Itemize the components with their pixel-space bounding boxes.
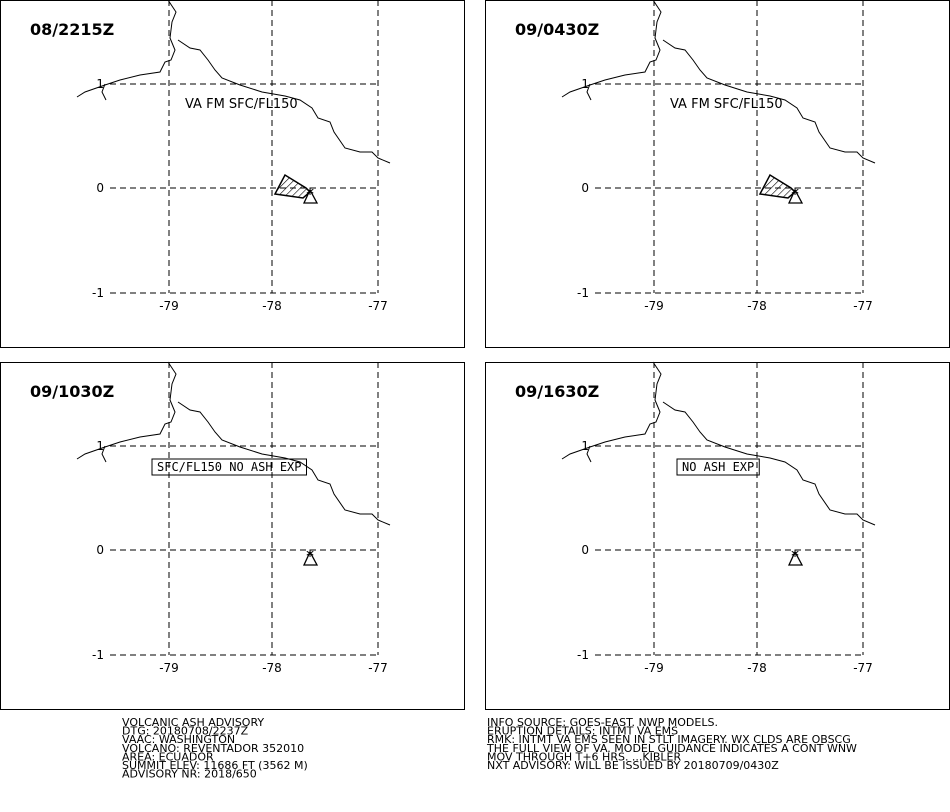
valid-time: 09/1030Z [30,382,114,401]
coastline [101,83,107,101]
lat-label: 0 [581,543,589,557]
annotation: VA FM SFC/FL150 [670,97,783,112]
advisory-line: RMK: INTMT VA EMS SEEN IN STLT IMAGERY. … [487,733,851,746]
coastline [76,361,177,460]
valid-time: 08/2215Z [30,20,114,39]
coastline [586,445,592,463]
lat-label: 1 [581,439,589,453]
volcano-marker: ∗ [790,546,800,560]
ash-area [758,173,797,199]
lon-label: -78 [747,661,767,675]
lat-label: -1 [92,648,104,662]
lat-label: 1 [96,439,104,453]
annotation: NO ASH EXP [682,460,754,474]
volcano [787,188,804,204]
volcano [302,188,319,204]
lon-label: -77 [853,299,873,313]
volcano [787,550,804,566]
lat-label: -1 [577,286,589,300]
valid-time: 09/0430Z [515,20,599,39]
advisory-line: AREA: ECUADOR [122,750,214,763]
lat-label: 0 [581,181,589,195]
map-panel: 1 0 -1 -79 -78 -77 ∗ 09/1030Z SFC/FL150 NO ASH E… [0,361,465,710]
lon-label: -79 [644,299,664,313]
advisory-line: DTG: 20180708/2237Z [122,725,249,738]
lon-label: -77 [368,299,388,313]
lon-label: -78 [262,299,282,313]
volcano-marker: ∗ [305,546,315,560]
ash-area [273,173,312,199]
panel-frame [485,362,950,710]
advisory-line: SUMMIT ELEV: 11686 FT (3562 M) [122,759,308,772]
advisory-line: INFO SOURCE: GOES-EAST. NWP MODELS. [487,716,718,729]
lat-label: 0 [96,543,104,557]
map-panel: 1 0 -1 -79 -78 -77 ∗ 08/2215Z VA FM SFC/FL150 [0,0,465,348]
panel-frame [485,0,950,348]
map-panel: 1 0 -1 -79 -78 -77 ∗ 09/1630Z NO ASH EXP [485,361,950,710]
lon-label: -78 [262,661,282,675]
coastline [76,0,177,98]
advisory-line: NXT ADVISORY: WILL BE ISSUED BY 20180709… [487,759,779,772]
valid-time: 09/1630Z [515,382,599,401]
advisory-line: MOV THROUGH T+6 HRS. ...KIBLER [487,750,682,763]
volcano-marker: ∗ [305,184,315,198]
coastline [586,83,592,101]
annotation-box [151,458,307,476]
coastline [177,401,391,526]
annotation: VA FM SFC/FL150 [185,97,298,112]
lon-label: -78 [747,299,767,313]
advisory-line: VOLCANIC ASH ADVISORY [122,716,264,729]
lat-label: 1 [96,77,104,91]
advisory-line: THE FULL VIEW OF VA. MODEL GUIDANCE INDI… [486,742,857,755]
coastline [662,401,876,526]
coastline [561,361,662,460]
map-panel: 1 0 -1 -79 -78 -77 ∗ 09/0430Z VA FM SFC/FL150 [485,0,950,348]
volcano-marker: ∗ [790,184,800,198]
coastline [561,0,662,98]
lon-label: -79 [644,661,664,675]
advisory-line: VAAC: WASHINGTON [122,733,235,746]
lon-label: -79 [159,299,179,313]
panel-frame [0,362,465,710]
lat-label: -1 [92,286,104,300]
lon-label: -79 [159,661,179,675]
advisory-line: ADVISORY NR: 2018/650 [122,768,257,781]
advisory-line: VOLCANO: REVENTADOR 352010 [122,742,304,755]
volcano [302,550,319,566]
coastline [101,445,107,463]
panel-frame [0,0,465,348]
coastline [177,39,391,164]
annotation-box [676,458,760,476]
lon-label: -77 [853,661,873,675]
lon-label: -77 [368,661,388,675]
advisory-line: ERUPTION DETAILS: INTMT VA EMS [487,725,678,738]
coastline [662,39,876,164]
lat-label: 0 [96,181,104,195]
lat-label: 1 [581,77,589,91]
lat-label: -1 [577,648,589,662]
annotation: SFC/FL150 NO ASH EXP [157,460,302,474]
